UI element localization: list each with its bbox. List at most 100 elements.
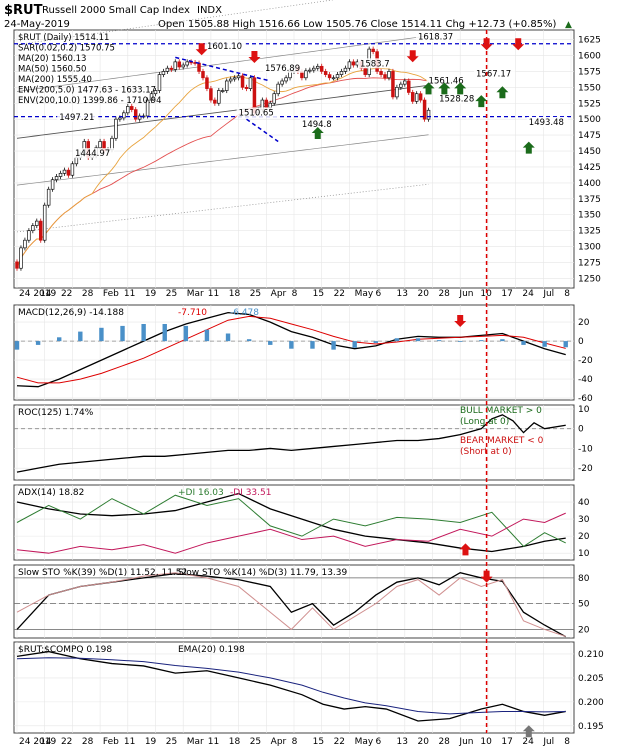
x-tick-label: 6 [376,737,382,747]
legend-item: EMA(20) 0.198 [178,645,245,655]
x-tick-label: 10 [480,289,492,299]
candle-body [209,88,213,101]
y-tick-label: 1375 [578,195,601,205]
x-tick-label: Apr [271,737,287,747]
candle-body [232,77,237,80]
quote-line: Open 1505.88 High 1516.66 Low 1505.76 Cl… [158,19,557,30]
candle-body [414,93,419,102]
candle-body [98,141,102,149]
candle-body [137,115,142,120]
price-label: 1576.89 [265,64,300,74]
candle-body [268,102,273,109]
candle-body [276,83,280,95]
candle-body [149,93,154,101]
x-tick-label: 28 [82,289,94,299]
price-label: 1528.28 [439,94,474,104]
price-label: 1583.7 [360,59,390,69]
candle-body [185,61,189,66]
y-tick-label: 10 [578,405,590,415]
macd-histogram-bar [331,341,336,350]
candle-body [114,118,118,139]
x-tick-label: 15 [313,737,324,747]
candle-body [31,225,35,232]
x-tick-label: 24 [522,737,534,747]
price-label-bg [204,41,247,52]
price-label: 1510.65 [239,108,274,118]
candle-body [236,75,241,79]
candle-body [387,71,391,79]
series-ema-20- [16,657,566,715]
candle-body [426,109,431,120]
y-tick-label: 0.200 [578,698,604,708]
y-tick-label: 1575 [578,67,601,77]
candle-body [244,86,249,89]
candle-body [15,261,19,269]
macd-histogram-bar [246,339,252,342]
price-label: 1444.97 [75,149,110,159]
candle-body [228,78,233,82]
macd-histogram-bar [500,339,505,342]
price-label-bg [474,68,516,79]
price-label: 1497.21 [59,113,94,123]
candle-body [70,163,75,176]
x-tick-label: May [355,289,374,299]
y-tick-label: 1325 [578,227,601,237]
arrow-up-icon [438,82,451,95]
price-legend-item: MA(20) 1560.13 [18,54,86,64]
candle-body [264,99,269,109]
price-label-bg [415,31,458,42]
x-tick-label: 10 [480,737,492,747]
x-tick-label: 17 [501,737,512,747]
price-label-bg [426,75,468,86]
candle-body [201,71,205,79]
y-tick-label: 1450 [578,147,601,157]
series-adx-14- [16,492,566,553]
arrow-down-icon [512,38,525,51]
candle-body [379,71,383,75]
macd-histogram-bar [99,327,104,342]
price-label: 1618.37 [418,33,453,43]
macd-histogram-bar [458,341,463,342]
price-legend-item: MA(50) 1560.50 [18,65,86,75]
candle-body [410,92,415,102]
y-tick-label: -20 [578,464,593,474]
candle-body [205,77,209,89]
x-tick-label: Mar [187,289,204,299]
y-tick-label: 0.195 [578,722,604,732]
x-tick-label: Mar [187,737,204,747]
env5-upper-line [16,35,429,92]
arrow-down-icon [454,315,467,327]
candle-body [126,106,130,114]
candle-body [315,65,320,69]
x-tick-label: 19 [145,737,157,747]
roc-annotation: (Long at 0) [460,417,509,427]
candle-body [58,172,63,177]
candle-body [319,65,324,72]
price-legend-item: SAR(0.02,0.2) 1570.75 [18,44,115,54]
macd-histogram-bar [57,337,62,342]
x-tick-label: 20 [417,737,429,747]
candle-body [221,90,225,92]
y-tick-label: 1350 [578,211,601,221]
y-tick-label: 1275 [578,259,601,269]
candle-body [50,179,55,190]
candle-body [130,106,134,110]
candle-body [399,83,403,88]
candle-body [27,230,31,241]
macd-histogram-bar [225,333,231,342]
macd-histogram-bar [35,341,41,345]
price-label: 1561.46 [429,77,464,87]
x-tick-label: 28 [438,737,450,747]
arrow-down-icon [480,38,493,51]
x-tick-label: May [355,737,374,747]
x-tick-label: 22 [61,289,72,299]
candle-body [66,169,71,176]
candle-body [42,204,47,241]
legend-item: ROC(125) 1.74% [18,408,94,418]
candle-body [304,70,308,79]
x-tick-label: 24 2019 [19,737,56,747]
y-tick-label: 1250 [578,274,601,284]
price-label: 1493.48 [529,118,564,128]
macd-histogram-bar [542,341,547,347]
